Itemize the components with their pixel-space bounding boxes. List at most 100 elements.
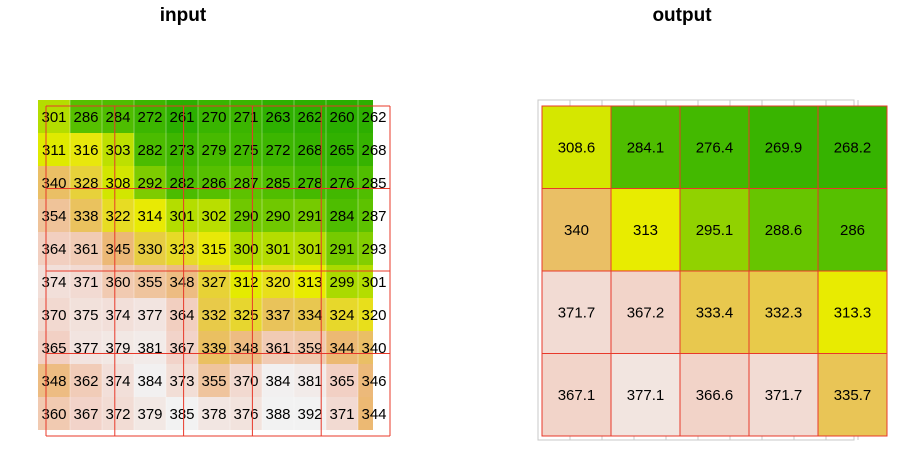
input-cell-label: 340 bbox=[41, 175, 66, 192]
input-cell-label: 361 bbox=[73, 241, 98, 258]
input-cell bbox=[102, 397, 134, 430]
input-cell-label: 370 bbox=[233, 373, 258, 390]
input-cell bbox=[102, 364, 134, 397]
input-cell bbox=[134, 133, 166, 166]
input-cell-label: 384 bbox=[265, 373, 290, 390]
input-cell-label: 279 bbox=[201, 142, 226, 159]
input-cell bbox=[230, 298, 262, 331]
input-cell-label: 285 bbox=[265, 175, 290, 192]
input-cell-label: 346 bbox=[361, 373, 386, 390]
output-cell-label: 371.7 bbox=[558, 304, 596, 321]
input-cell-label: 290 bbox=[233, 208, 258, 225]
input-cell-label: 282 bbox=[137, 142, 162, 159]
input-cell-label: 308 bbox=[105, 175, 130, 192]
input-cell bbox=[38, 232, 70, 265]
output-cell bbox=[817, 270, 888, 354]
input-panel-title: input bbox=[159, 5, 207, 26]
output-cell-label: 371.7 bbox=[765, 387, 803, 404]
input-cell bbox=[70, 232, 102, 265]
input-cell bbox=[38, 298, 70, 331]
input-cell-label: 392 bbox=[297, 406, 322, 423]
input-cell-label: 268 bbox=[361, 142, 386, 159]
input-cell-label: 323 bbox=[169, 241, 194, 258]
input-cell-label: 262 bbox=[361, 109, 386, 126]
input-cell bbox=[38, 199, 70, 232]
input-cell bbox=[262, 133, 294, 166]
input-cell-label: 345 bbox=[105, 241, 130, 258]
input-cell bbox=[262, 397, 294, 430]
input-cell bbox=[294, 397, 326, 430]
input-cell bbox=[102, 166, 134, 199]
input-cell bbox=[166, 199, 198, 232]
input-cell bbox=[166, 331, 198, 364]
input-cell-label: 365 bbox=[41, 340, 66, 357]
input-cell-label: 344 bbox=[329, 340, 354, 357]
input-cell-label: 313 bbox=[297, 274, 322, 291]
input-cell-label: 291 bbox=[297, 208, 322, 225]
input-cell-label: 374 bbox=[105, 373, 130, 390]
input-cell bbox=[198, 331, 230, 364]
input-cell bbox=[38, 397, 70, 430]
input-cell-label: 377 bbox=[137, 307, 162, 324]
output-cell-label: 313 bbox=[633, 222, 658, 239]
input-cell-label: 284 bbox=[105, 109, 130, 126]
input-cell-label: 276 bbox=[329, 175, 354, 192]
input-cell bbox=[230, 166, 262, 199]
input-cell-label: 348 bbox=[41, 373, 66, 390]
input-cell bbox=[294, 298, 326, 331]
input-cell bbox=[358, 331, 373, 364]
output-cell-label: 284.1 bbox=[627, 139, 665, 156]
input-aggregation-grid bbox=[45, 105, 391, 437]
input-cell bbox=[70, 166, 102, 199]
input-cell-label: 388 bbox=[265, 406, 290, 423]
output-cell-label: 367.2 bbox=[627, 304, 665, 321]
input-cell bbox=[294, 166, 326, 199]
input-cell bbox=[358, 199, 373, 232]
output-cell bbox=[748, 188, 819, 272]
input-cell-label: 327 bbox=[201, 274, 226, 291]
input-cell bbox=[134, 298, 166, 331]
output-cell bbox=[679, 270, 750, 354]
input-cell bbox=[38, 133, 70, 166]
input-cell-label: 302 bbox=[201, 208, 226, 225]
output-cell bbox=[679, 353, 750, 437]
input-cell-label: 301 bbox=[297, 241, 322, 258]
input-cell bbox=[166, 166, 198, 199]
input-cell bbox=[230, 199, 262, 232]
input-cell bbox=[230, 133, 262, 166]
input-cell-label: 354 bbox=[41, 208, 66, 225]
input-cell-label: 301 bbox=[361, 274, 386, 291]
input-cell bbox=[326, 331, 358, 364]
input-cell-label: 270 bbox=[201, 109, 226, 126]
input-cell-label: 367 bbox=[169, 340, 194, 357]
input-cell-label: 374 bbox=[41, 274, 66, 291]
input-cell-label: 273 bbox=[169, 142, 194, 159]
input-cell-label: 381 bbox=[137, 340, 162, 357]
input-cell bbox=[134, 364, 166, 397]
input-cell-label: 316 bbox=[73, 142, 98, 159]
input-cell-label: 334 bbox=[297, 307, 322, 324]
input-cell bbox=[198, 199, 230, 232]
output-cell-label: 308.6 bbox=[558, 139, 596, 156]
input-cell bbox=[166, 298, 198, 331]
input-cell-label: 287 bbox=[361, 208, 386, 225]
input-cell-label: 282 bbox=[169, 175, 194, 192]
input-cell-label: 301 bbox=[265, 241, 290, 258]
input-cell bbox=[102, 298, 134, 331]
input-cell bbox=[198, 133, 230, 166]
input-cell-label: 379 bbox=[105, 340, 130, 357]
output-cell bbox=[541, 188, 612, 272]
input-cell bbox=[262, 298, 294, 331]
output-cell bbox=[610, 105, 681, 189]
input-cell-label: 315 bbox=[201, 241, 226, 258]
input-cell-label: 372 bbox=[105, 406, 130, 423]
input-cell-label: 300 bbox=[233, 241, 258, 258]
input-cell bbox=[294, 199, 326, 232]
input-cell-label: 287 bbox=[233, 175, 258, 192]
input-cell bbox=[230, 397, 262, 430]
input-cell-label: 301 bbox=[169, 208, 194, 225]
input-cell-label: 261 bbox=[169, 109, 194, 126]
input-cell bbox=[70, 364, 102, 397]
input-cell-label: 365 bbox=[329, 373, 354, 390]
input-cell bbox=[230, 364, 262, 397]
